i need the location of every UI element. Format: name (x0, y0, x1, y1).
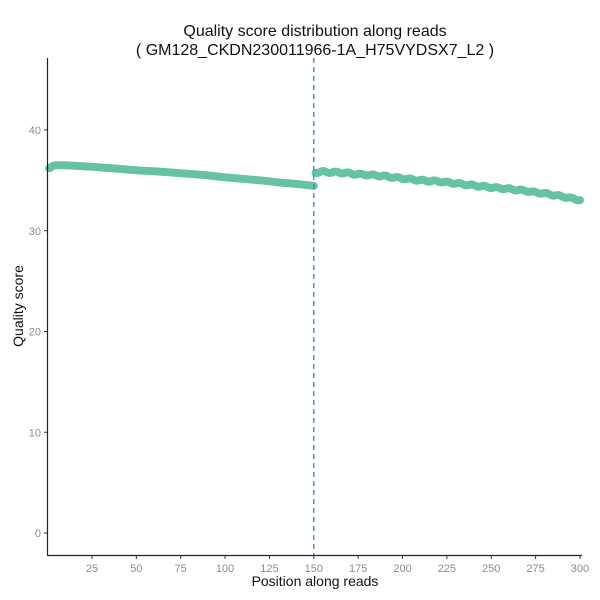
y-tick-label: 40 (29, 125, 41, 137)
x-tick-label: 225 (438, 563, 456, 575)
y-axis-label: Quality score (10, 265, 26, 347)
x-axis-label: Position along reads (252, 573, 379, 589)
x-tick-label: 300 (571, 563, 589, 575)
y-tick-label: 20 (29, 327, 41, 339)
x-tick-label: 75 (175, 563, 187, 575)
x-tick-label: 25 (86, 563, 98, 575)
x-tick-label: 250 (482, 563, 500, 575)
data-point (575, 196, 584, 205)
y-tick-label: 30 (29, 226, 41, 238)
x-tick-label: 50 (130, 563, 142, 575)
x-tick-label: 200 (393, 563, 411, 575)
chart-title: Quality score distribution along reads (183, 23, 446, 40)
y-tick-label: 0 (35, 528, 41, 540)
x-tick-label: 175 (349, 563, 367, 575)
chart-subtitle: ( GM128_CKDN230011966-1A_H75VYDSX7_L2 ) (136, 42, 494, 59)
x-tick-label: 100 (216, 563, 234, 575)
x-tick-label: 125 (260, 563, 278, 575)
x-tick-label: 275 (526, 563, 544, 575)
y-tick-label: 10 (29, 427, 41, 439)
x-tick-label: 150 (305, 563, 323, 575)
